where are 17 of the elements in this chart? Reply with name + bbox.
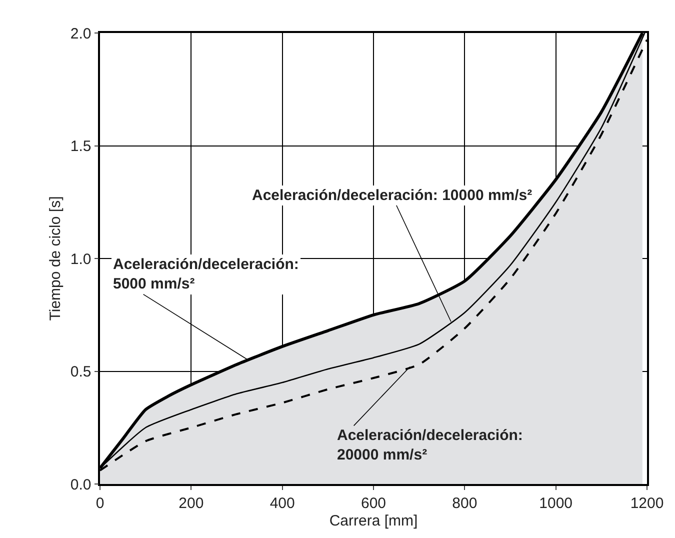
annotation: Aceleración/deceleración: 10000 mm/s² — [252, 187, 532, 204]
x-tick-label: 200 — [178, 494, 204, 512]
x-axis-title: Carrera [mm] — [329, 512, 418, 530]
x-tick-label: 1200 — [630, 494, 664, 512]
y-tick-label: 1.5 — [70, 138, 92, 155]
x-tick-label: 400 — [270, 494, 295, 512]
annotation: Aceleración/deceleración: 5000 mm/s² — [113, 256, 299, 292]
x-tick-label: 0 — [96, 494, 104, 512]
y-axis-title: Tiempo de ciclo [s] — [47, 196, 64, 321]
x-tick-label: 800 — [452, 494, 478, 512]
y-tick-label: 0.5 — [70, 364, 92, 380]
annotation: Aceleración/deceleración: 20000 mm/s² — [337, 427, 523, 464]
y-tick-label: 1.0 — [70, 250, 92, 268]
x-tick-label: 600 — [360, 494, 386, 512]
x-tick-label: 1000 — [539, 494, 573, 512]
y-tick-label: 2.0 — [70, 25, 92, 42]
y-tick-label: 0.0 — [70, 476, 92, 494]
